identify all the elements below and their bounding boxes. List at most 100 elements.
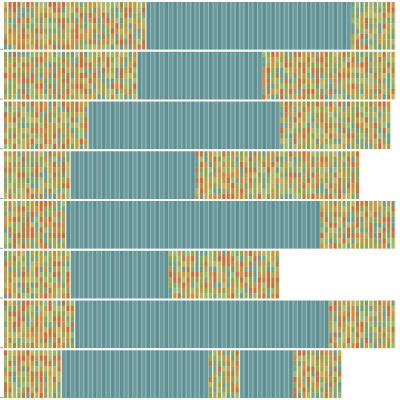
cell-mixed bbox=[39, 371, 43, 377]
cell-mixed bbox=[57, 7, 61, 13]
cell-mixed bbox=[53, 243, 57, 249]
cell-mixed bbox=[324, 57, 328, 63]
cell-mixed bbox=[66, 305, 70, 312]
cell-mixed bbox=[17, 188, 21, 194]
cell-mixed bbox=[26, 321, 30, 328]
cell-mixed bbox=[364, 72, 369, 79]
cell-mixed bbox=[44, 376, 48, 383]
cell-mixed bbox=[17, 83, 21, 89]
cell-mixed bbox=[338, 193, 342, 200]
cell-mixed bbox=[293, 78, 297, 84]
cell-mixed bbox=[102, 44, 106, 50]
cell-mixed bbox=[342, 138, 346, 144]
cell-mixed bbox=[302, 117, 306, 123]
cell-mixed bbox=[48, 250, 52, 257]
cell-aligned bbox=[217, 2, 222, 50]
cell-mixed bbox=[226, 360, 230, 367]
cell-aligned bbox=[168, 2, 173, 50]
cell-mixed bbox=[48, 151, 52, 157]
cell-gap bbox=[123, 151, 125, 199]
cell-mixed bbox=[293, 161, 297, 168]
cell-gap bbox=[229, 151, 232, 199]
cell-gap bbox=[87, 201, 89, 249]
cell-gap bbox=[65, 350, 67, 398]
cell-mixed bbox=[4, 305, 8, 312]
cell-gap bbox=[372, 2, 374, 50]
cell-mixed bbox=[271, 266, 275, 273]
cell-mixed bbox=[8, 138, 12, 144]
cell-mixed bbox=[364, 206, 369, 212]
cell-mixed bbox=[347, 88, 351, 95]
cell-gap bbox=[266, 101, 267, 150]
cell-mixed bbox=[8, 282, 12, 288]
cell-mixed bbox=[128, 12, 132, 18]
cell-mixed bbox=[8, 172, 12, 178]
cell-mixed bbox=[364, 201, 369, 207]
cell-mixed bbox=[262, 256, 266, 262]
cell-mixed bbox=[289, 133, 293, 139]
cell-mixed bbox=[17, 143, 21, 150]
cell-mixed bbox=[30, 44, 34, 50]
cell-mixed bbox=[21, 355, 26, 361]
cell-mixed bbox=[70, 33, 75, 40]
cell-mixed bbox=[102, 23, 106, 29]
cell-mixed bbox=[35, 211, 39, 217]
cell-mixed bbox=[360, 72, 364, 79]
cell-gap bbox=[194, 2, 196, 50]
cell-mixed bbox=[200, 151, 204, 157]
cell-mixed bbox=[66, 250, 70, 257]
cell-mixed bbox=[351, 72, 355, 79]
cell-mixed bbox=[30, 266, 34, 273]
cell-mixed bbox=[382, 206, 386, 212]
cell-aligned bbox=[155, 300, 160, 349]
cell-gap bbox=[332, 201, 334, 249]
cell-mixed bbox=[200, 266, 204, 273]
cell-gap bbox=[301, 2, 303, 50]
cell-gap bbox=[145, 51, 147, 100]
cell-mixed bbox=[329, 211, 333, 217]
cell-mixed bbox=[17, 172, 21, 178]
cell-mixed bbox=[17, 350, 21, 356]
cell-mixed bbox=[30, 366, 34, 372]
cell-mixed bbox=[39, 167, 43, 173]
cell-gap bbox=[301, 201, 303, 249]
row-8-segment-2-aligned bbox=[61, 350, 209, 398]
cell-gap bbox=[74, 300, 76, 349]
cell-gap bbox=[145, 101, 147, 150]
cell-mixed bbox=[44, 355, 48, 361]
cell-mixed bbox=[168, 277, 173, 283]
cell-mixed bbox=[53, 211, 57, 217]
cell-mixed bbox=[84, 39, 88, 45]
cell-mixed bbox=[364, 112, 369, 118]
cell-mixed bbox=[26, 206, 30, 212]
cell-mixed bbox=[88, 78, 92, 84]
cell-mixed bbox=[253, 188, 257, 194]
cell-mixed bbox=[57, 360, 61, 367]
cell-mixed bbox=[324, 222, 328, 228]
cell-mixed bbox=[315, 360, 320, 367]
cell-mixed bbox=[329, 94, 333, 100]
cell-aligned bbox=[298, 300, 302, 349]
cell-mixed bbox=[142, 44, 146, 50]
cell-mixed bbox=[30, 321, 34, 328]
cell-mixed bbox=[275, 256, 279, 262]
cell-mixed bbox=[44, 266, 48, 273]
cell-mixed bbox=[137, 23, 141, 29]
cell-mixed bbox=[280, 188, 284, 194]
cell-mixed bbox=[4, 211, 8, 217]
cell-mixed bbox=[53, 138, 57, 144]
cell-mixed bbox=[133, 72, 137, 79]
cell-mixed bbox=[213, 392, 217, 399]
cell-gap bbox=[29, 300, 31, 349]
cell-mixed bbox=[364, 311, 369, 317]
cell-mixed bbox=[88, 72, 92, 79]
cell-mixed bbox=[61, 227, 66, 233]
cell-mixed bbox=[387, 112, 391, 118]
cell-mixed bbox=[324, 83, 328, 89]
cell-gap bbox=[60, 51, 62, 100]
cell-aligned bbox=[235, 300, 240, 349]
cell-mixed bbox=[217, 177, 222, 184]
cell-mixed bbox=[293, 133, 297, 139]
cell-mixed bbox=[57, 94, 61, 100]
cell-mixed bbox=[4, 392, 8, 399]
